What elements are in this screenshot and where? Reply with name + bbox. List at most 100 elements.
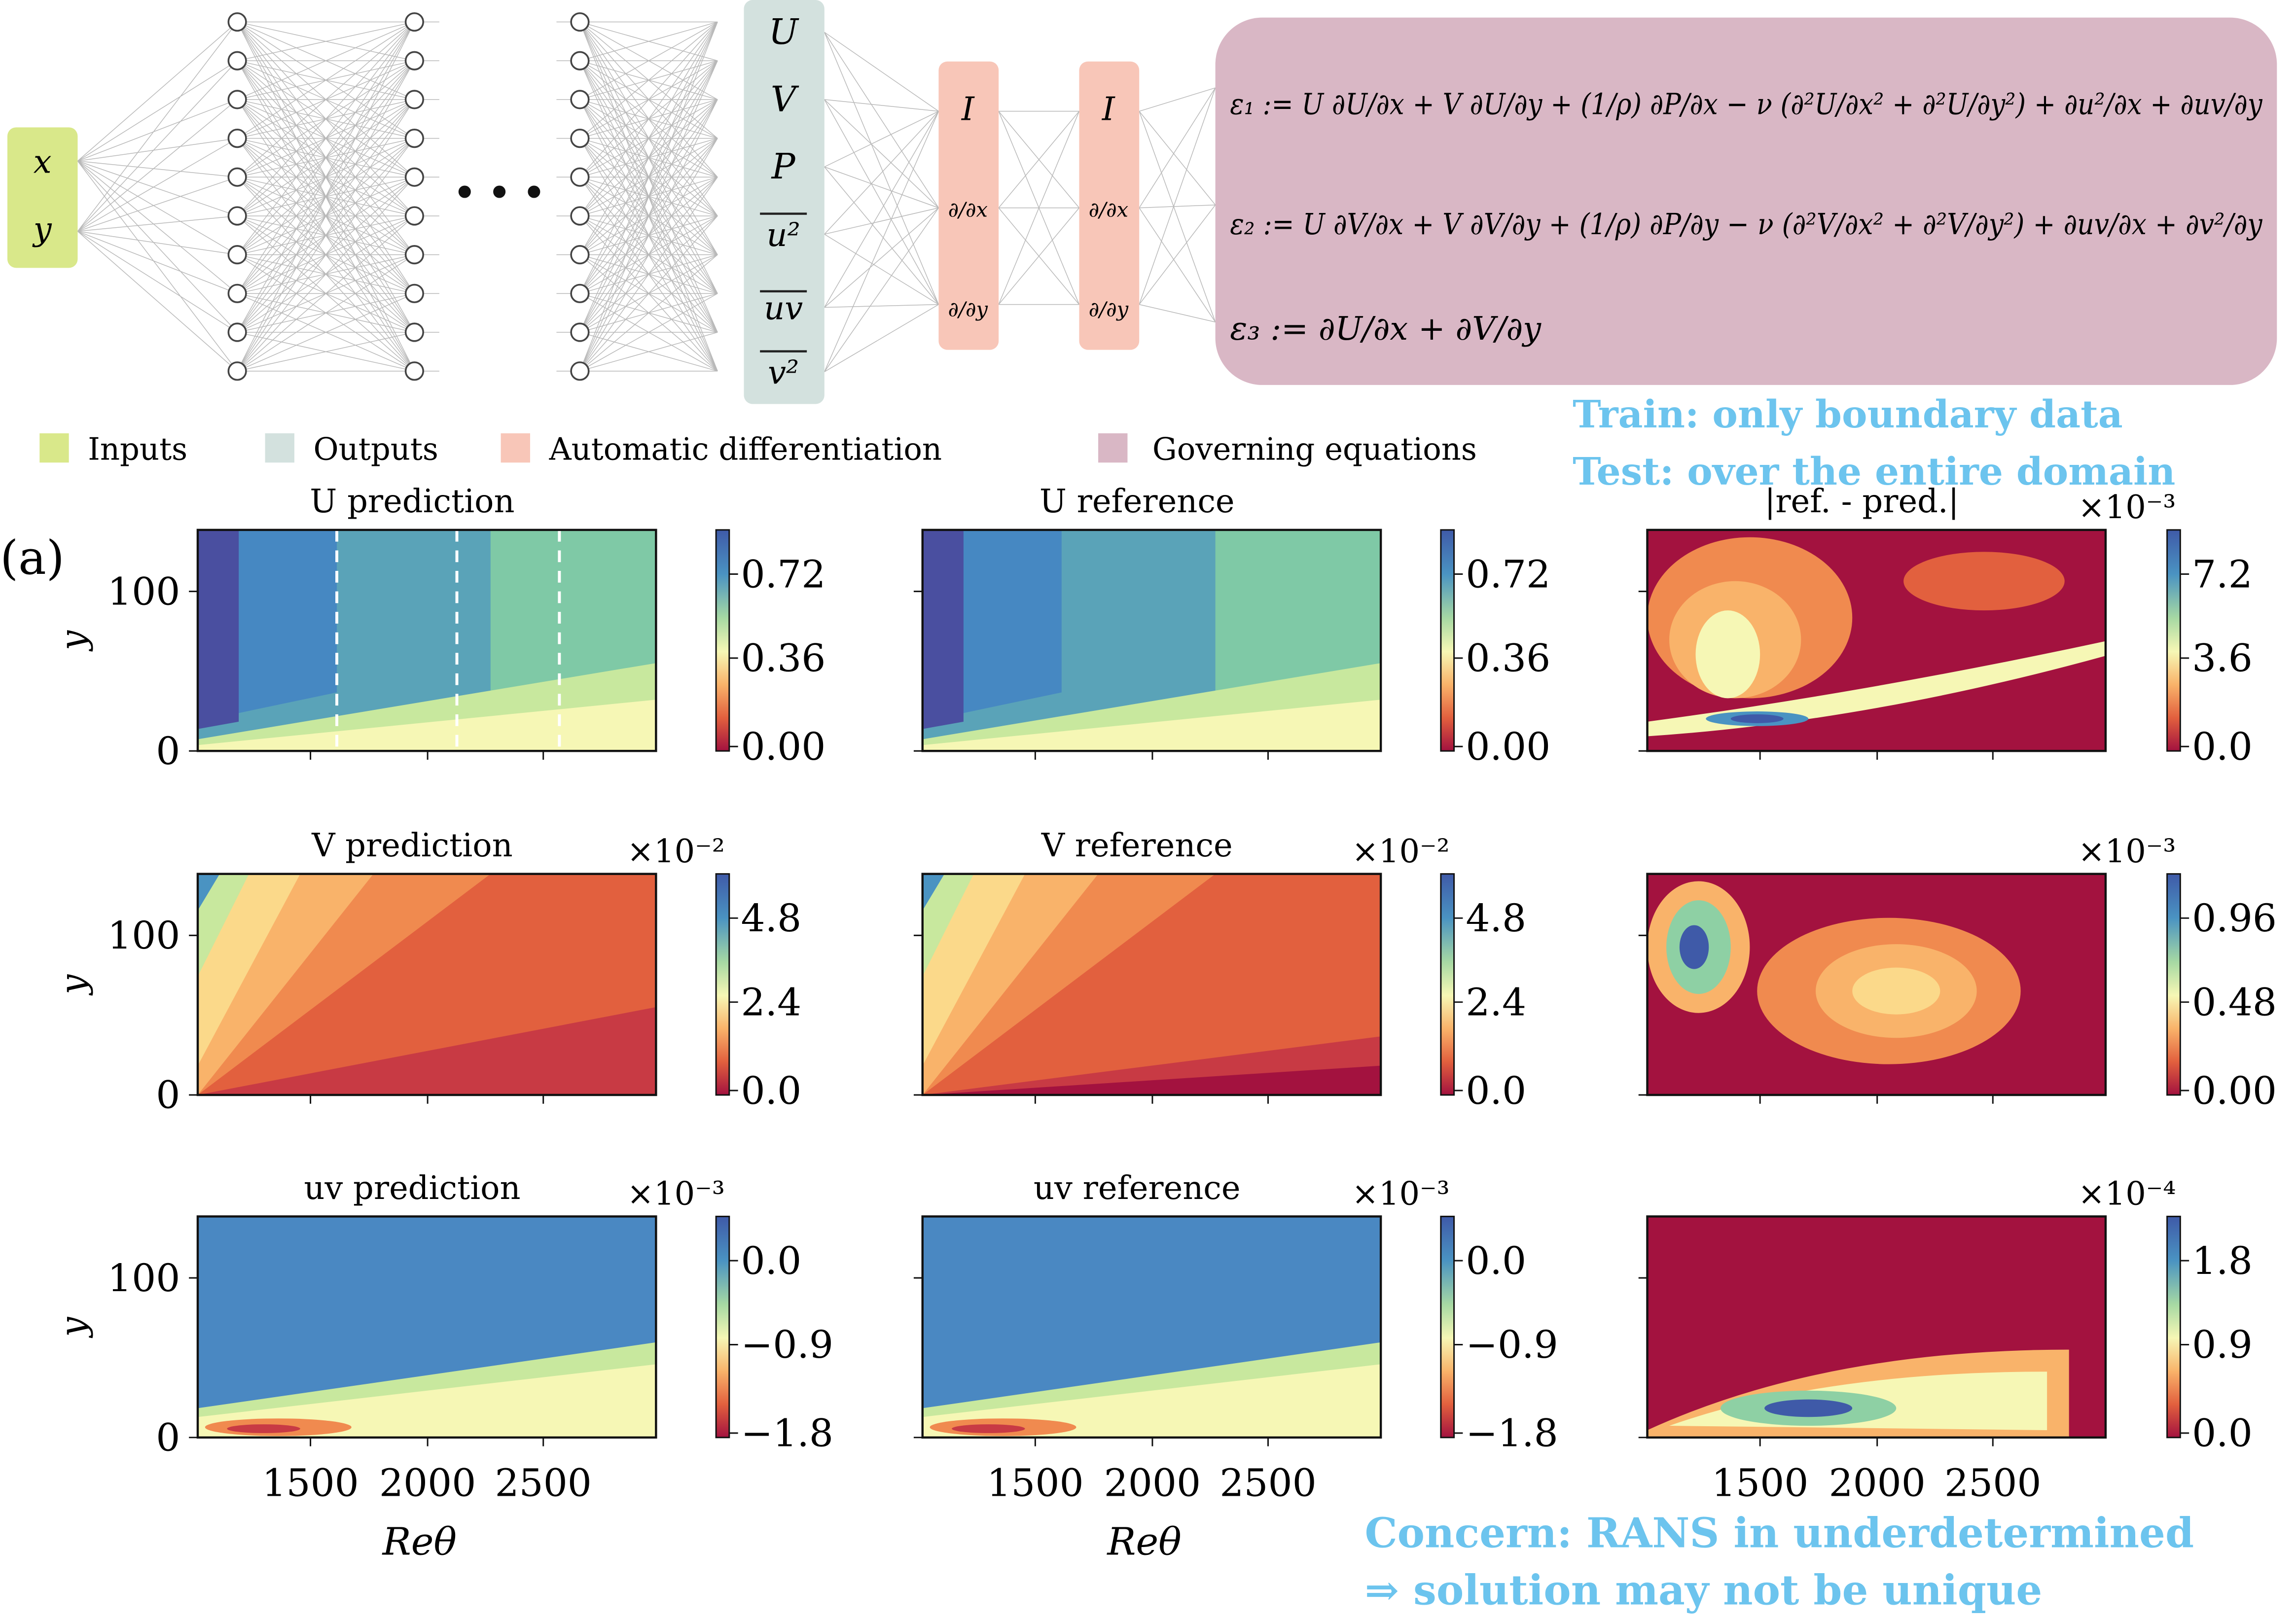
x-tick-label: 1500 (1712, 1461, 1808, 1506)
neuron (570, 283, 590, 303)
edge (237, 22, 415, 333)
edge (237, 332, 415, 372)
panel-exponent: ×10⁻² (1352, 833, 1450, 870)
edge (1139, 205, 1216, 305)
edge (579, 22, 718, 216)
colorbar-tick-label: 0.0 (1466, 1069, 1526, 1113)
edge (579, 60, 718, 372)
panel-r2-c0: uv prediction ×10⁻³ 0.0 −0.9 −1.8 0 100 y 1500 20… (52, 1169, 833, 1564)
colorbar: 0.96 0.48 0.00 (2166, 873, 2277, 1113)
edge (77, 22, 238, 232)
neuron (570, 206, 590, 226)
colorbar-tick-label: 0.0 (2192, 1411, 2253, 1456)
colorbar: 0.0 −0.9 −1.8 (715, 1215, 833, 1456)
x-axis-label: Reθ (382, 1519, 457, 1564)
x-tick-label: 1500 (262, 1461, 359, 1506)
edge (824, 208, 939, 372)
x-tick-label: 2000 (1829, 1461, 1925, 1506)
edge (1139, 204, 1216, 209)
edge (824, 99, 939, 209)
edge (579, 22, 718, 294)
governing-equations-box (1215, 17, 2277, 385)
colorbar-tick-label: −0.9 (741, 1323, 833, 1367)
edge (1139, 87, 1216, 112)
colorbar-tick-label: 2.4 (1466, 980, 1526, 1024)
edge (1139, 111, 1216, 206)
output-uv: uv (764, 289, 803, 327)
colorbar-tick-label: 0.36 (741, 636, 826, 681)
x-tick-label: 2500 (1220, 1461, 1316, 1506)
edge (824, 32, 939, 305)
y-axis-label: y (52, 630, 93, 652)
edge (77, 161, 238, 333)
edge (237, 21, 415, 177)
neuron (404, 90, 424, 109)
edge (77, 231, 238, 255)
colorbar-tick-label: 0.0 (741, 1069, 802, 1113)
y-tick-label: 0 (156, 1073, 180, 1118)
neuron (227, 167, 247, 187)
edge (824, 166, 939, 209)
edge (579, 21, 718, 61)
edge (1139, 111, 1216, 322)
colorbar-tick-label: −0.9 (1466, 1323, 1558, 1367)
edge (237, 60, 415, 372)
edge (1139, 208, 1216, 322)
neuron (404, 12, 424, 32)
edge (824, 32, 939, 209)
edge (1139, 304, 1216, 322)
edge (77, 160, 238, 216)
neuron (570, 128, 590, 148)
edge (824, 110, 939, 168)
neuron (404, 245, 424, 265)
y-tick-label: 100 (108, 569, 180, 614)
panel-title: U reference (1040, 483, 1235, 520)
colorbar-tick-label: 0.00 (1466, 725, 1550, 769)
colorbar-tick-label: 0.9 (2192, 1323, 2253, 1367)
colorbar-tick-label: 0.00 (741, 725, 826, 769)
colorbar: 0.72 0.36 0.00 (715, 529, 826, 769)
y-tick-label: 0 (156, 1416, 180, 1460)
edge (77, 60, 238, 232)
output-u2: u² (767, 216, 800, 254)
edge (824, 304, 939, 372)
autodiff-box-1 (938, 61, 999, 350)
colorbar: 4.8 2.4 0.0 (715, 873, 802, 1113)
x-tick-label: 1500 (987, 1461, 1083, 1506)
edge (824, 234, 939, 305)
panel-r2-c2: ×10⁻⁴ 1.8 0.9 0.0 1500 2000 2500 (1638, 1175, 2253, 1506)
colorbar-tick-label: 0.0 (2192, 725, 2253, 769)
network-nodes (227, 12, 590, 381)
panel-exponent: ×10⁻⁴ (2078, 1175, 2176, 1213)
equation-eps1: ε₁ := U ∂U/∂x + V ∂U/∂y + (1/ρ) ∂P/∂x − … (1230, 88, 2263, 122)
edge (579, 21, 718, 139)
legend-autodiff: Automatic differentiation (549, 431, 942, 467)
neuron (227, 12, 247, 32)
colorbar-tick-label: 3.6 (2192, 636, 2253, 681)
edge (77, 60, 238, 162)
edge (824, 207, 939, 235)
edge (579, 22, 718, 177)
edge (77, 176, 238, 232)
panel-title: |ref. - pred.| (1764, 483, 1959, 520)
neuron (404, 361, 424, 381)
panel-title: uv prediction (304, 1169, 520, 1207)
x-tick-label: 2500 (1944, 1461, 2041, 1506)
neuron (227, 361, 247, 381)
edge (579, 22, 718, 333)
neuron (227, 90, 247, 109)
neuron (404, 206, 424, 226)
neuron (227, 245, 247, 265)
panel-label: (a) (0, 531, 65, 585)
panel-r2-c1: uv reference ×10⁻³ 0.0 −0.9 −1.8 1500 2000 2500… (913, 1169, 1558, 1564)
ad1-identity: I (961, 90, 975, 128)
edge (824, 32, 939, 112)
note-concern: Concern: RANS in underdetermined (1364, 1509, 2194, 1557)
edge (77, 231, 238, 372)
equation-eps3: ε₃ := ∂U/∂x + ∂V/∂y (1230, 310, 1542, 348)
x-axis-label: Reθ (1106, 1519, 1181, 1564)
legend-inputs: Inputs (88, 431, 187, 467)
y-tick-label: 0 (156, 729, 180, 774)
